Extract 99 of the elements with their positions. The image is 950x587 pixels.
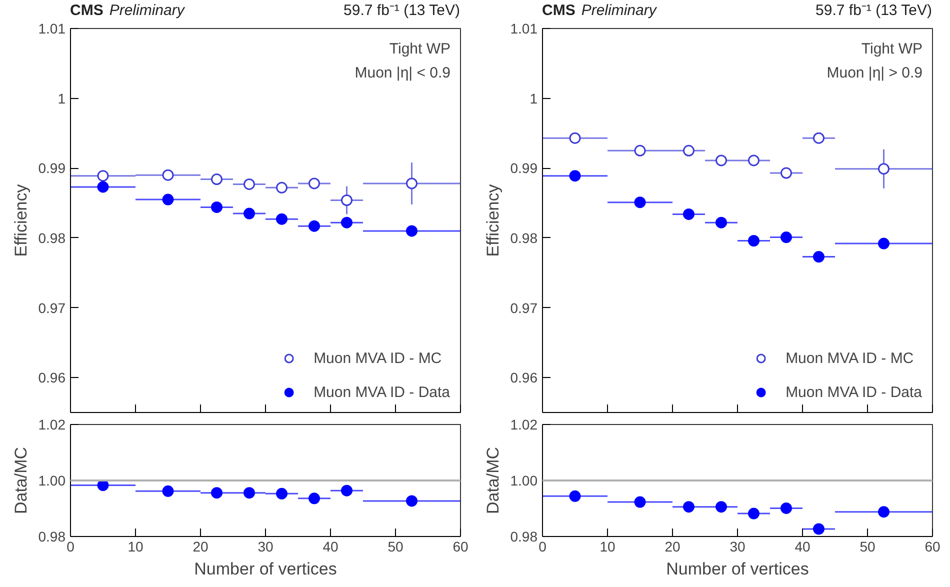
y-tick-label: 1.02 (510, 416, 538, 432)
legend-label: Muon MVA ID - MC (314, 350, 442, 366)
y-tick-label: 1.00 (38, 472, 66, 488)
point (276, 213, 288, 225)
point (878, 506, 890, 518)
legend-label: Muon MVA ID - MC (786, 350, 914, 366)
point (878, 238, 890, 250)
y-tick-label: 0.96 (38, 370, 66, 386)
x-axis-title: Number of vertices (666, 560, 809, 578)
point (716, 501, 727, 513)
point (341, 484, 352, 496)
point (341, 194, 352, 206)
x-tick-label: 40 (794, 538, 810, 554)
point (634, 196, 646, 208)
y-axis-title: Data/MC (483, 446, 502, 514)
x-tick-label: 50 (860, 538, 876, 554)
point (569, 170, 581, 182)
point (813, 251, 824, 263)
point (780, 167, 792, 179)
text: Preliminary (109, 2, 184, 19)
y-tick-label: 1.00 (510, 472, 538, 488)
point (211, 487, 222, 499)
point (634, 496, 646, 508)
point (211, 174, 222, 186)
point (406, 495, 418, 507)
y-tick-label: 1.01 (510, 20, 538, 36)
point (162, 485, 174, 497)
y-tick-label: 0.97 (510, 300, 538, 316)
y-tick-label: 1 (530, 90, 538, 106)
point (276, 182, 288, 194)
point (569, 490, 581, 502)
annotation: Muon |η| > 0.9 (826, 64, 923, 82)
text: 59.7 fb⁻¹ (13 TeV) (344, 2, 460, 19)
x-tick-label: 20 (664, 538, 680, 554)
x-tick-label: 10 (128, 538, 144, 554)
point (406, 225, 418, 237)
point (97, 170, 109, 182)
x-tick-label: 0 (66, 538, 75, 554)
point (716, 154, 727, 166)
y-axis-title: Efficiency (483, 184, 502, 257)
y-tick-label: 0.98 (510, 528, 538, 544)
text: CMS (542, 2, 576, 19)
x-tick-label: 10 (600, 538, 616, 554)
point (748, 508, 760, 520)
text: 59.7 fb⁻¹ (13 TeV) (816, 2, 932, 19)
point (276, 488, 288, 500)
point (406, 178, 418, 190)
y-tick-label: 0.96 (510, 370, 538, 386)
point (748, 235, 760, 246)
point (211, 201, 222, 213)
point (716, 216, 727, 228)
y-tick-label: 0.98 (38, 230, 66, 246)
point (162, 169, 174, 181)
point (569, 132, 581, 144)
point (878, 163, 890, 175)
point (341, 216, 352, 228)
legend-label: Muon MVA ID - Data (786, 384, 922, 400)
text: Preliminary (581, 2, 656, 19)
annotation: Tight WP (861, 40, 923, 58)
point (244, 178, 255, 190)
legend-label: Muon MVA ID - Data (314, 384, 450, 400)
y-axis-title: Efficiency (11, 184, 30, 257)
y-tick-label: 0.98 (510, 230, 538, 246)
y-tick-label: 1.02 (38, 416, 66, 432)
point (244, 208, 255, 220)
x-tick-label: 40 (322, 538, 338, 554)
x-axis-title: Number of vertices (194, 560, 337, 578)
point (308, 220, 320, 232)
x-tick-label: 20 (192, 538, 208, 554)
point (634, 144, 646, 156)
point (683, 144, 694, 156)
point (308, 492, 320, 504)
y-tick-label: 0.98 (38, 528, 66, 544)
annotation: Tight WP (389, 40, 451, 58)
y-tick-label: 1 (58, 90, 66, 106)
x-tick-label: 30 (258, 538, 274, 554)
point (683, 208, 694, 220)
point (683, 501, 694, 513)
x-tick-label: 60 (452, 538, 468, 554)
x-tick-label: 50 (388, 538, 404, 554)
point (97, 181, 109, 193)
x-tick-label: 0 (538, 538, 547, 554)
y-axis-title: Data/MC (11, 446, 30, 514)
point (813, 523, 824, 535)
point (244, 487, 255, 499)
y-tick-label: 0.99 (510, 160, 538, 176)
text: CMS (70, 2, 104, 19)
point (162, 194, 174, 206)
point (813, 132, 824, 144)
point (780, 502, 792, 514)
y-tick-label: 1.01 (38, 20, 66, 36)
annotation: Muon |η| < 0.9 (354, 64, 451, 82)
y-tick-label: 0.97 (38, 300, 66, 316)
x-tick-label: 30 (730, 538, 746, 554)
y-tick-label: 0.99 (38, 160, 66, 176)
x-tick-label: 60 (924, 538, 940, 554)
point (748, 154, 760, 166)
point (308, 178, 320, 190)
point (780, 232, 792, 243)
